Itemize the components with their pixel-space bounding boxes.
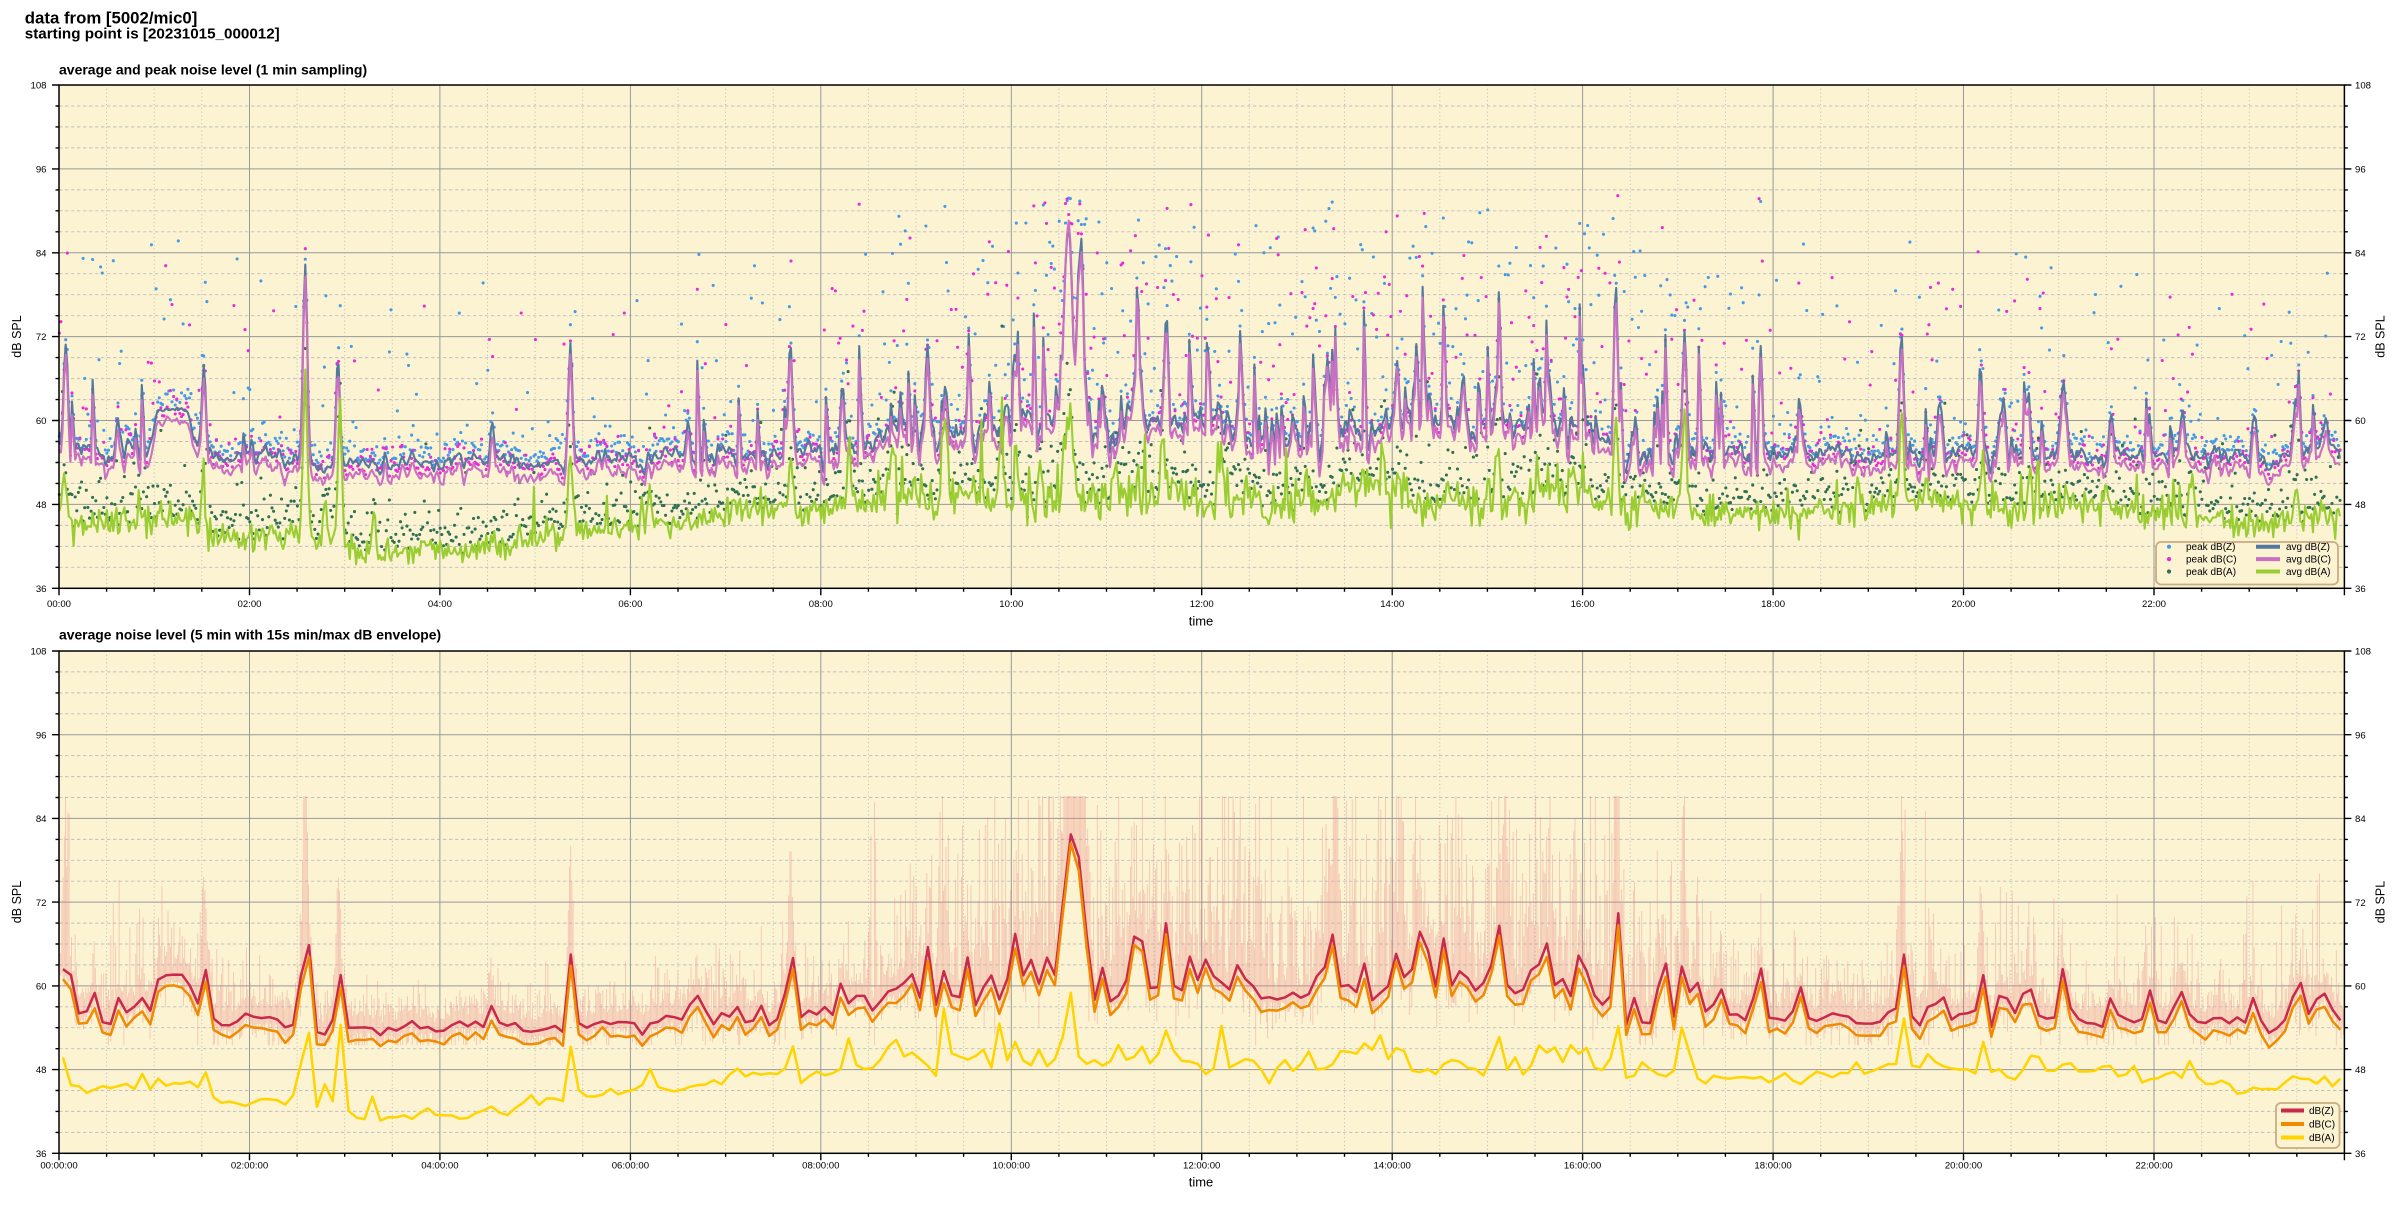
svg-text:96: 96 — [2355, 165, 2366, 176]
svg-text:108: 108 — [2355, 647, 2371, 658]
svg-text:average noise level (5 min wit: average noise level (5 min with 15s min/… — [59, 627, 441, 643]
svg-text:60: 60 — [2355, 982, 2366, 993]
svg-text:dB(Z): dB(Z) — [2309, 1106, 2334, 1117]
svg-text:72: 72 — [36, 332, 47, 343]
svg-text:18:00: 18:00 — [1761, 599, 1785, 610]
svg-text:36: 36 — [2355, 584, 2366, 595]
svg-text:48: 48 — [36, 1065, 47, 1076]
svg-text:02:00: 02:00 — [237, 599, 261, 610]
svg-text:84: 84 — [2355, 814, 2366, 825]
svg-text:peak dB(C): peak dB(C) — [2186, 554, 2237, 565]
svg-text:84: 84 — [36, 248, 47, 259]
svg-text:72: 72 — [36, 898, 47, 909]
svg-text:60: 60 — [36, 416, 47, 427]
svg-text:04:00:00: 04:00:00 — [421, 1161, 458, 1172]
svg-text:10:00:00: 10:00:00 — [993, 1161, 1030, 1172]
svg-text:avg dB(Z): avg dB(Z) — [2286, 542, 2330, 553]
svg-text:08:00:00: 08:00:00 — [802, 1161, 839, 1172]
svg-text:10:00: 10:00 — [999, 599, 1023, 610]
svg-text:96: 96 — [36, 730, 47, 741]
svg-text:60: 60 — [2355, 416, 2366, 427]
svg-text:06:00: 06:00 — [618, 599, 642, 610]
svg-text:22:00:00: 22:00:00 — [2135, 1161, 2172, 1172]
svg-text:avg dB(A): avg dB(A) — [2286, 567, 2330, 578]
svg-text:dB(C): dB(C) — [2309, 1119, 2335, 1130]
svg-text:time: time — [1189, 614, 1214, 629]
svg-text:06:00:00: 06:00:00 — [612, 1161, 649, 1172]
svg-text:20:00:00: 20:00:00 — [1945, 1161, 1982, 1172]
svg-text:36: 36 — [36, 1149, 47, 1160]
svg-text:08:00: 08:00 — [809, 599, 833, 610]
svg-text:22:00: 22:00 — [2142, 599, 2166, 610]
svg-text:04:00: 04:00 — [428, 599, 452, 610]
svg-text:72: 72 — [2355, 898, 2366, 909]
svg-text:14:00: 14:00 — [1380, 599, 1404, 610]
svg-text:peak dB(A): peak dB(A) — [2186, 567, 2236, 578]
svg-text:72: 72 — [2355, 332, 2366, 343]
svg-text:16:00:00: 16:00:00 — [1564, 1161, 1601, 1172]
svg-text:12:00: 12:00 — [1190, 599, 1214, 610]
svg-text:36: 36 — [2355, 1149, 2366, 1160]
svg-text:18:00:00: 18:00:00 — [1754, 1161, 1791, 1172]
svg-text:dB SPL: dB SPL — [10, 315, 24, 357]
svg-text:dB SPL: dB SPL — [2374, 315, 2388, 357]
svg-text:data from [5002/mic0]: data from [5002/mic0] — [25, 8, 198, 27]
svg-text:peak dB(Z): peak dB(Z) — [2186, 542, 2235, 553]
svg-text:108: 108 — [30, 647, 46, 658]
svg-text:dB(A): dB(A) — [2309, 1133, 2335, 1144]
svg-text:16:00: 16:00 — [1571, 599, 1595, 610]
svg-text:96: 96 — [36, 165, 47, 176]
svg-text:60: 60 — [36, 982, 47, 993]
svg-text:time: time — [1189, 1175, 1214, 1190]
svg-text:48: 48 — [2355, 500, 2366, 511]
svg-text:starting point is [20231015_00: starting point is [20231015_000012] — [25, 26, 280, 43]
svg-text:36: 36 — [36, 584, 47, 595]
svg-text:108: 108 — [30, 81, 46, 92]
svg-text:96: 96 — [2355, 730, 2366, 741]
svg-text:20:00: 20:00 — [1951, 599, 1975, 610]
svg-text:12:00:00: 12:00:00 — [1183, 1161, 1220, 1172]
svg-text:00:00: 00:00 — [47, 599, 71, 610]
svg-text:dB SPL: dB SPL — [10, 881, 24, 923]
svg-text:14:00:00: 14:00:00 — [1374, 1161, 1411, 1172]
svg-text:02:00:00: 02:00:00 — [231, 1161, 268, 1172]
svg-text:48: 48 — [36, 500, 47, 511]
svg-text:00:00:00: 00:00:00 — [40, 1161, 77, 1172]
svg-text:dB SPL: dB SPL — [2374, 881, 2388, 923]
svg-text:84: 84 — [2355, 248, 2366, 259]
svg-text:48: 48 — [2355, 1065, 2366, 1076]
svg-text:average and peak noise level (: average and peak noise level (1 min samp… — [59, 62, 367, 78]
svg-text:108: 108 — [2355, 81, 2371, 92]
svg-text:avg dB(C): avg dB(C) — [2286, 554, 2331, 565]
svg-text:84: 84 — [36, 814, 47, 825]
